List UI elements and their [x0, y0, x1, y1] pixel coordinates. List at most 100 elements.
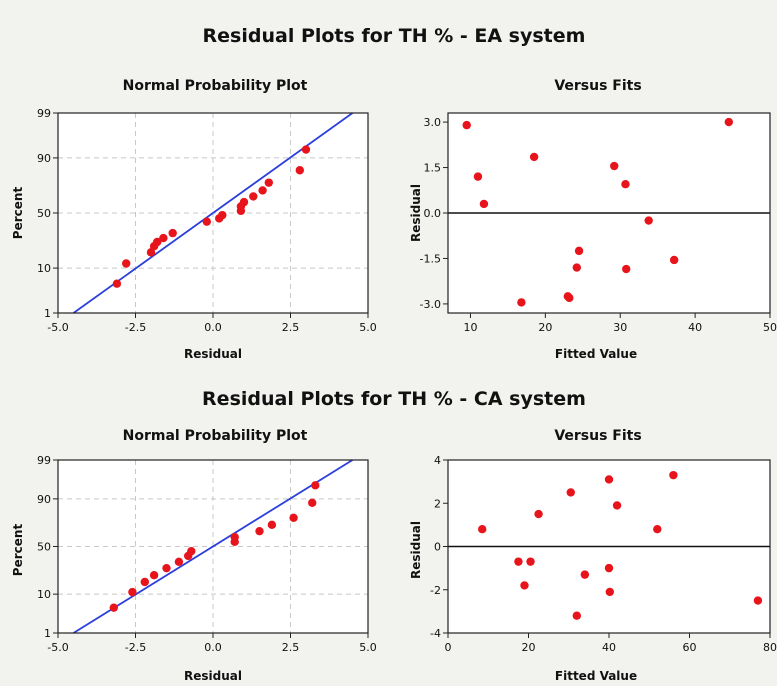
fit-line	[73, 459, 353, 634]
x-tick-label: 0.0	[204, 321, 222, 334]
data-point	[239, 197, 249, 207]
data-point	[514, 557, 523, 566]
data-point	[153, 237, 162, 247]
data-point	[230, 532, 239, 542]
data-point	[301, 145, 311, 154]
plot-ca-versus-fits: 0 20 40 60 80 -4 -2 0 2 4	[430, 454, 777, 654]
data-point	[724, 117, 734, 127]
plot-ca-normal-probability: -5.0 -2.5 0.0 2.5 5.0 1 10 50 90 99	[37, 454, 377, 654]
data-point	[462, 120, 471, 130]
y-tick-label: 3.0	[424, 116, 442, 129]
y-tick-label: 2	[434, 497, 441, 510]
x-tick-label: 2.5	[282, 321, 300, 334]
data-point	[612, 501, 622, 510]
data-point	[621, 180, 630, 189]
data-point	[128, 587, 137, 597]
data-point	[622, 264, 631, 274]
data-point	[122, 259, 131, 268]
data-point	[669, 470, 678, 480]
y-tick-label: -2	[430, 584, 441, 597]
data-point	[149, 571, 159, 580]
data-point	[644, 216, 653, 225]
plot-ea-normal-probability: -5.0 -2.5 0.0 2.5 5.0 1 10 50 90 99	[37, 107, 377, 334]
x-axis-label-ca-fits: Fitted Value	[555, 669, 637, 683]
data-point	[112, 279, 122, 288]
y-tick-label: 99	[37, 107, 51, 120]
y-axis-label-ea-fits: Residual	[409, 184, 423, 242]
y-tick-label: 50	[37, 541, 51, 554]
data-point	[580, 570, 590, 579]
data-point	[572, 263, 581, 272]
y-tick-label: 99	[37, 454, 51, 467]
x-tick-label: 80	[763, 641, 777, 654]
data-point	[604, 475, 614, 484]
x-tick-label: 0	[445, 641, 452, 654]
x-axis-label-ca-normal: Residual	[184, 669, 242, 683]
y-tick-label: 10	[37, 262, 51, 275]
x-tick-label: 2.5	[282, 641, 300, 654]
y-tick-label: -1.5	[420, 252, 441, 265]
x-tick-label: 50	[763, 321, 777, 334]
data-point	[258, 186, 267, 195]
data-point	[574, 246, 584, 256]
section-title-ca: Residual Plots for TH % - CA system	[202, 388, 586, 410]
y-tick-label: 0.0	[424, 207, 442, 220]
y-axis-label-ea-normal: Percent	[11, 187, 25, 240]
x-axis-label-ea-fits: Fitted Value	[555, 347, 637, 361]
data-point	[159, 233, 168, 243]
y-tick-label: -4	[430, 627, 441, 640]
x-tick-label: 0.0	[204, 641, 222, 654]
y-tick-label: 1	[44, 627, 51, 640]
data-point	[218, 210, 227, 220]
x-axis-label-ea-normal: Residual	[184, 347, 242, 361]
x-tick-label: -5.0	[47, 641, 68, 654]
data-point	[140, 577, 149, 587]
data-point	[610, 161, 619, 171]
section-title-ea: Residual Plots for TH % - EA system	[203, 25, 586, 47]
data-point	[109, 603, 119, 612]
data-point	[311, 481, 320, 490]
data-point	[473, 172, 483, 181]
data-point	[267, 520, 277, 530]
y-tick-label: 10	[37, 588, 51, 601]
plot-ea-versus-fits: 10 20 30 40 50 -3.0 -1.5 0.0 1.5 3.0	[420, 112, 777, 334]
y-tick-label: 4	[434, 454, 441, 467]
data-point	[174, 557, 184, 567]
data-point	[168, 228, 177, 238]
y-tick-label: 1	[44, 307, 51, 320]
x-tick-label: 5.0	[359, 641, 377, 654]
data-point	[264, 178, 273, 187]
data-point	[295, 166, 304, 175]
y-axis-label-ca-fits: Residual	[409, 521, 423, 579]
data-point	[604, 563, 614, 573]
data-point	[249, 192, 258, 201]
data-point	[517, 298, 526, 307]
x-tick-label: -2.5	[125, 321, 146, 334]
chart-title-ca-normal: Normal Probability Plot	[123, 428, 308, 444]
y-tick-label: 1.5	[424, 162, 442, 175]
chart-title-ca-fits: Versus Fits	[554, 428, 641, 444]
data-point	[202, 217, 211, 226]
y-tick-label: 90	[37, 493, 51, 506]
data-point	[255, 526, 264, 536]
y-tick-label: 90	[37, 152, 51, 165]
data-point	[653, 525, 662, 534]
x-tick-label: 30	[613, 321, 627, 334]
x-tick-label: 5.0	[359, 321, 377, 334]
data-point	[162, 563, 171, 573]
data-point	[479, 199, 489, 209]
x-tick-label: 20	[538, 321, 552, 334]
x-tick-label: 20	[522, 641, 536, 654]
data-point	[529, 152, 539, 162]
data-point	[534, 509, 543, 519]
data-point	[187, 546, 196, 556]
x-tick-label: 10	[463, 321, 477, 334]
y-tick-label: 50	[37, 207, 51, 220]
data-point	[753, 596, 763, 605]
x-tick-label: -2.5	[125, 641, 146, 654]
data-point	[669, 255, 679, 265]
data-point	[526, 557, 535, 566]
chart-title-ea-normal: Normal Probability Plot	[123, 78, 308, 94]
